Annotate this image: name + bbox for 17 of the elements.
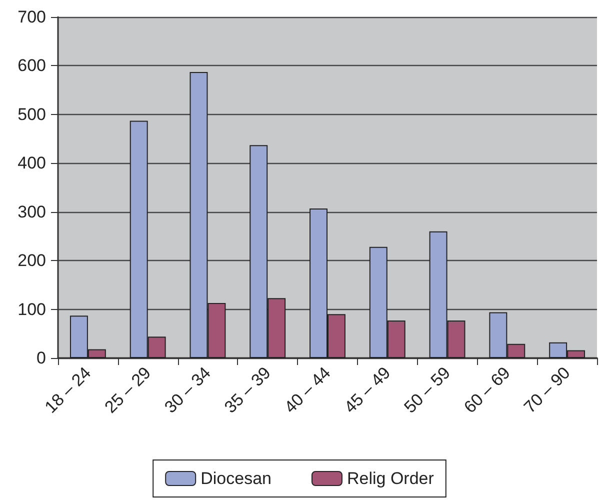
- y-tick-label: 700: [18, 8, 46, 26]
- x-tick-label: 70 – 90: [520, 363, 574, 417]
- x-tick-label: 30 – 34: [160, 363, 214, 417]
- y-tick-label: 200: [18, 251, 46, 270]
- x-tick-label: 25 – 29: [101, 363, 155, 417]
- x-tick-label: 45 – 49: [340, 363, 394, 417]
- y-tick-label: 600: [18, 56, 46, 76]
- x-tick-label: 40 – 44: [280, 363, 334, 417]
- y-tick-label: 400: [18, 154, 46, 173]
- legend-label: Diocesan: [200, 469, 272, 488]
- x-tick-label: 60 – 69: [460, 363, 514, 417]
- y-tick-label: 300: [18, 202, 46, 222]
- legend-label: Relig Order: [346, 469, 434, 488]
- x-tick-label: 35 – 39: [220, 363, 274, 417]
- x-tick-label: 50 – 59: [400, 363, 454, 417]
- y-tick-label: 100: [18, 300, 46, 319]
- y-tick-label: 500: [18, 104, 46, 124]
